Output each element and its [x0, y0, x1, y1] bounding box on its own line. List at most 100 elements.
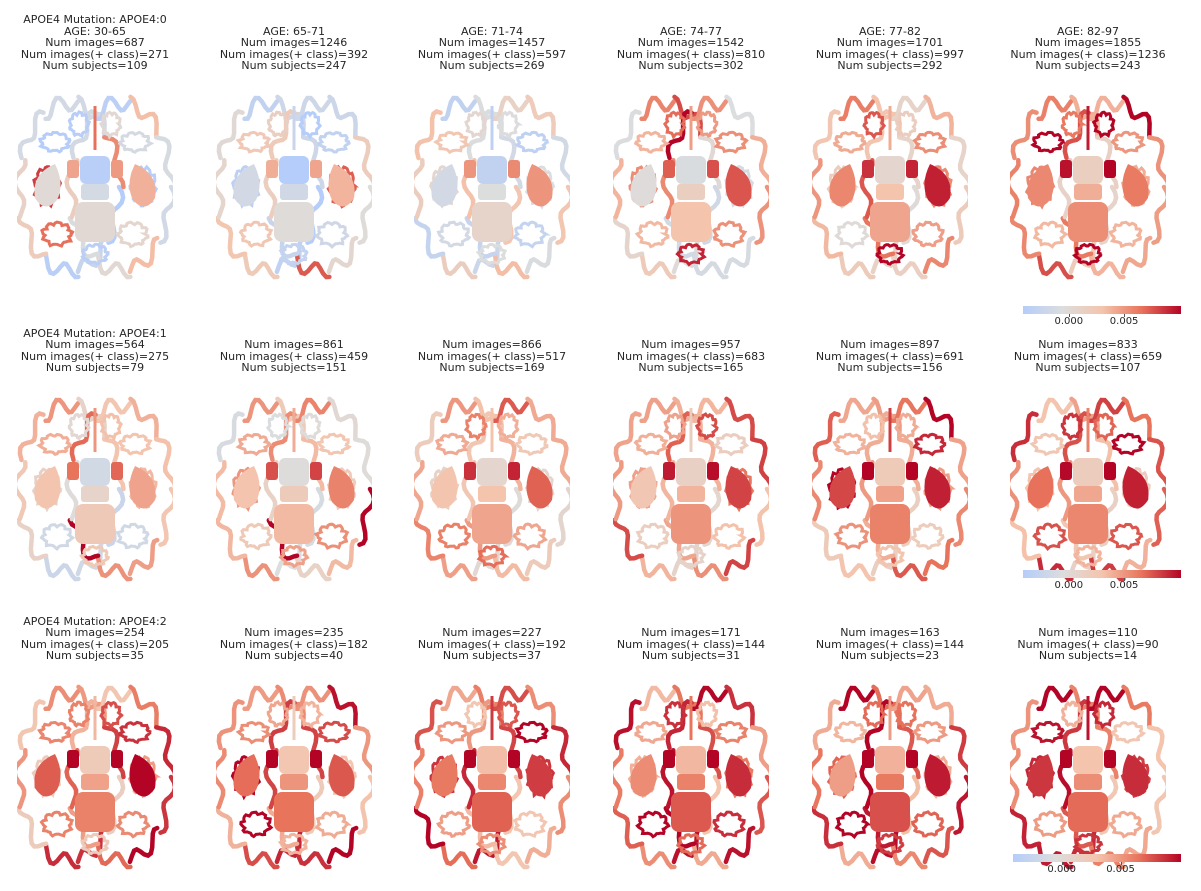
region-cortex-segment: [923, 396, 954, 442]
region-gyrus-fold: [894, 110, 918, 139]
region-thalamus: [676, 458, 706, 486]
region-left-insula: [431, 164, 458, 207]
region-right-insula: [129, 754, 156, 797]
caption-line: Num images(+ class)=192: [417, 637, 567, 651]
region-gyrus-fold: [298, 110, 323, 140]
region-cortex-segment: [1121, 94, 1152, 140]
caption-line: Num images(+ class)=659: [1013, 349, 1163, 363]
caption-line: Num images(+ class)=517: [417, 349, 567, 363]
region-cortex-segment: [1069, 94, 1100, 140]
caption-line: APOE4 Mutation: APOE4:0: [23, 13, 167, 26]
region-cortex-segment: [838, 252, 876, 280]
brain-panel: Num images=235 Num images(+ class)=182 Num…: [199, 604, 389, 870]
colorbar-tick: [1124, 578, 1126, 581]
caption-line: Num images(+ class)=392: [219, 47, 369, 61]
region-left-insula: [431, 466, 458, 509]
region-cortex-segment: [1088, 252, 1126, 280]
region-gyrus-fold: [117, 130, 155, 154]
region-left-insula: [630, 164, 657, 207]
caption-line: Num images(+ class)=459: [219, 349, 369, 363]
region-left-hippocampus: [1060, 462, 1072, 480]
region-thalamus: [875, 746, 905, 774]
region-gyrus-fold: [316, 130, 351, 154]
caption-line: Num images(+ class)=271: [20, 47, 170, 61]
brain-axial-slice: [613, 94, 769, 280]
region-cortex-segment: [1010, 748, 1021, 810]
caption-line: Num images=1701: [836, 36, 944, 50]
caption-line: Num images(+ class)=691: [815, 349, 965, 363]
caption-line: Num subjects=31: [641, 649, 741, 663]
region-cortex-segment: [357, 486, 372, 547]
region-gyrus-fold: [675, 832, 708, 857]
region-cortex-segment: [871, 94, 902, 140]
region-cerebellum: [75, 504, 115, 544]
region-gyrus-fold: [238, 220, 274, 248]
region-cortex-segment: [665, 411, 694, 463]
region-cortex-segment: [1036, 397, 1074, 424]
colorbar-tick: [1124, 314, 1126, 317]
brain-axial-slice: [17, 396, 173, 582]
region-cortex-segment: [1121, 396, 1152, 442]
region-cortex-segment: [639, 842, 677, 870]
region-brainstem: [876, 184, 904, 200]
region-cortex-segment: [216, 518, 248, 561]
region-cortex-segment: [838, 554, 876, 582]
region-cortex-segment: [492, 554, 530, 582]
colorbar: 0.000 0.005: [1013, 854, 1181, 876]
region-cortex-segment: [551, 135, 570, 186]
region-cortex-segment: [294, 685, 332, 712]
region-gyrus-fold: [265, 412, 294, 441]
region-right-insula: [328, 466, 355, 509]
region-cortex-segment: [128, 684, 159, 730]
panel-caption: Num images=833 Num images(+ class)=659 Num…: [993, 316, 1183, 374]
brain-panel: Num images=861 Num images(+ class)=459 Num…: [199, 316, 389, 582]
region-cortex-segment: [466, 699, 495, 751]
panel-caption: AGE: 74-77 Num images=1542 Num images(+ cl…: [596, 14, 786, 72]
region-cortex-segment: [327, 684, 358, 730]
region-thalamus: [1073, 746, 1103, 774]
caption-line: Num images=227: [442, 626, 542, 640]
brain-axial-slice: [414, 396, 570, 582]
region-cortex-segment: [724, 396, 755, 442]
region-right-hippocampus: [707, 160, 719, 178]
region-gyrus-fold: [118, 720, 152, 745]
region-thalamus: [279, 156, 309, 184]
region-cortex-segment: [154, 437, 173, 488]
region-gyrus-fold: [99, 700, 125, 730]
region-cortex-segment: [890, 95, 928, 122]
colorbar-tick-label: 0.000: [1047, 864, 1077, 875]
region-gyrus-fold: [712, 522, 747, 550]
region-cortex-segment: [922, 825, 955, 865]
region-left-hippocampus: [67, 160, 79, 178]
region-cortex-segment: [242, 554, 280, 582]
region-cortex-segment: [1120, 537, 1153, 577]
region-cortex-segment: [75, 537, 108, 577]
region-gyrus-fold: [316, 720, 351, 744]
caption-line: Num images(+ class)=144: [815, 637, 965, 651]
region-left-insula: [630, 754, 657, 797]
region-gyrus-fold: [1032, 522, 1068, 552]
region-right-hippocampus: [707, 750, 719, 768]
region-cortex-segment: [672, 396, 703, 442]
region-right-insula: [328, 754, 355, 797]
region-cortex-segment: [357, 184, 372, 245]
region-right-hippocampus: [906, 160, 918, 178]
caption-line: Num subjects=107: [1035, 361, 1141, 375]
region-cortex-segment: [76, 396, 107, 442]
region-cortex-segment: [750, 437, 769, 488]
region-left-hippocampus: [1060, 160, 1072, 178]
caption-line: Num images=1542: [637, 36, 745, 50]
region-gyrus-fold: [79, 544, 111, 568]
region-right-insula: [725, 164, 752, 207]
brain-panel: AGE: 71-74 Num images=1457 Num images(+ cl…: [397, 14, 587, 280]
caption-line: Num images(+ class)=683: [616, 349, 766, 363]
region-cortex-segment: [949, 135, 968, 186]
region-right-insula: [526, 466, 553, 509]
region-gyrus-fold: [712, 433, 750, 457]
caption-line: Num subjects=35: [45, 649, 145, 663]
region-cortex-segment: [923, 94, 954, 140]
region-cortex-segment: [723, 235, 756, 275]
region-cortex-segment: [1010, 158, 1021, 220]
region-cortex-segment: [43, 252, 81, 280]
region-cortex-segment: [353, 437, 372, 488]
